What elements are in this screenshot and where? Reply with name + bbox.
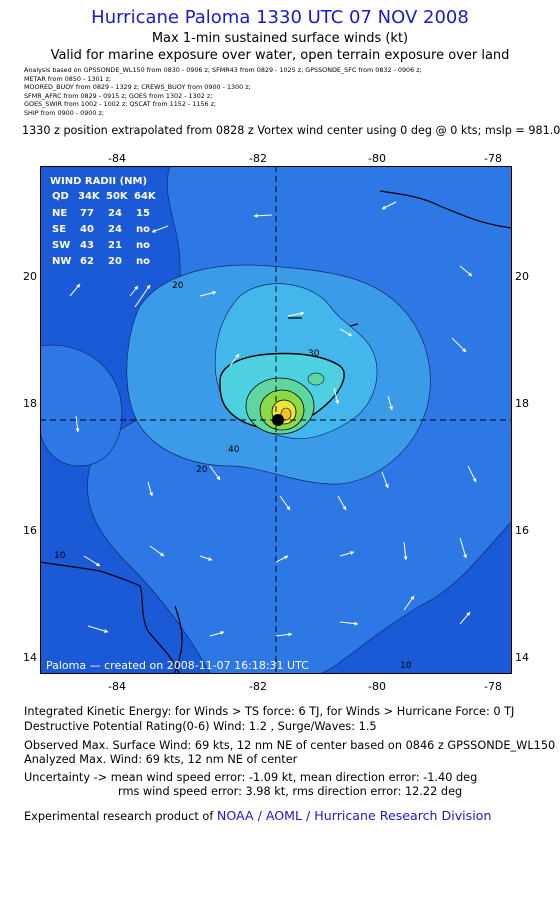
contour-label: 10 xyxy=(400,661,412,671)
wind-radii-qd: NW xyxy=(52,256,71,267)
wind-radii-64k: no xyxy=(136,240,150,251)
wind-radii-50k: 24 xyxy=(108,224,122,235)
wind-radii-64k: 15 xyxy=(136,208,150,219)
wind-radii-34k: 62 xyxy=(80,256,94,267)
analyzed-max-wind: Analyzed Max. Wind: 69 kts, 12 nm NE of … xyxy=(24,753,298,766)
product-credit-prefix: Experimental research product of xyxy=(24,810,217,823)
contour-cell-50 xyxy=(307,372,325,386)
uncertainty-line-2: rms wind speed error: 3.98 kt, rms direc… xyxy=(118,785,463,798)
analysis-line: SHIP from 0900 - 0900 z; xyxy=(24,108,104,117)
wind-radii-50k: 20 xyxy=(108,256,122,267)
page-title: Hurricane Paloma 1330 UTC 07 NOV 2008 xyxy=(91,7,469,28)
analysis-line: GOES_SWIR from 1002 - 1002 z; QSCAT from… xyxy=(24,100,217,108)
wind-radii-col: QD xyxy=(52,191,69,202)
hrd-link[interactable]: NOAA / AOML / Hurricane Research Divisio… xyxy=(216,808,492,823)
lat-label-right: 20 xyxy=(515,270,529,283)
wind-radii-qd: SE xyxy=(52,224,66,235)
wind-radii-34k: 77 xyxy=(80,208,94,219)
map-credit: Paloma — created on 2008-11-07 16:18:31 … xyxy=(46,659,309,672)
lat-label-left: 20 xyxy=(23,270,37,283)
wind-radii-qd: NE xyxy=(52,208,67,219)
land-mosquito-coast xyxy=(173,605,183,674)
storm-center-marker xyxy=(272,414,284,426)
validity-note: Valid for marine exposure over water, op… xyxy=(50,48,510,63)
ike-line: Integrated Kinetic Energy: for Winds > T… xyxy=(24,705,515,718)
wind-radii-34k: 43 xyxy=(80,240,94,251)
lon-label-top: -82 xyxy=(249,152,267,165)
lat-label-left: 16 xyxy=(23,524,37,537)
product-credit: Experimental research product of NOAA / … xyxy=(24,808,491,823)
wind-radii-col: 50K xyxy=(106,191,129,202)
contour-label: 40 xyxy=(228,445,240,455)
wind-radii-64k: no xyxy=(136,224,150,235)
lat-label-left: 18 xyxy=(23,397,37,410)
land-cayman xyxy=(288,317,359,327)
lon-label-bottom: -82 xyxy=(249,680,267,693)
map-subtitle: Max 1-min sustained surface winds (kt) xyxy=(151,31,409,46)
map-frame xyxy=(40,166,512,674)
land-central-america xyxy=(40,561,181,674)
lat-label-right: 16 xyxy=(515,524,529,537)
observed-max-wind: Observed Max. Surface Wind: 69 kts, 12 n… xyxy=(24,739,556,752)
lon-label-bottom: -80 xyxy=(368,680,386,693)
lon-label-bottom: -78 xyxy=(484,680,502,693)
lat-label-right: 14 xyxy=(515,651,529,664)
position-extrapolation-note: 1330 z position extrapolated from 0828 z… xyxy=(22,124,560,137)
wind-radii-50k: 21 xyxy=(108,240,122,251)
wind-field-map: 20 30 20 40 10 10 xyxy=(40,166,512,674)
lon-label-top: -84 xyxy=(108,152,126,165)
dpr-line: Destructive Potential Rating(0-6) Wind: … xyxy=(24,720,377,733)
analysis-line: MOORED_BUOY from 0829 - 1329 z; CREWS_BU… xyxy=(24,83,251,91)
analysis-line: Analysis based on GPSSONDE_WL150 from 08… xyxy=(24,66,422,74)
lon-label-bottom: -84 xyxy=(108,680,126,693)
lon-label-top: -80 xyxy=(368,152,386,165)
contour-label: 30 xyxy=(308,349,320,359)
wind-radii-50k: 24 xyxy=(108,208,122,219)
contour-label: 20 xyxy=(196,465,208,475)
contour-band-10-west xyxy=(40,344,123,467)
wind-radii-header: WIND RADII (NM) xyxy=(50,176,147,187)
land-cuba xyxy=(379,190,512,229)
analysis-line: METAR from 0850 - 1301 z; xyxy=(24,74,112,83)
uncertainty-line-1: Uncertainty -> mean wind speed error: -1… xyxy=(24,771,478,784)
analysis-sources: Analysis based on GPSSONDE_WL150 from 08… xyxy=(24,66,554,117)
wind-radii-col: 64K xyxy=(134,191,157,202)
contour-label: 10 xyxy=(54,551,66,561)
wind-radii-col: 34K xyxy=(78,191,101,202)
wind-radii-qd: SW xyxy=(52,240,70,251)
lat-label-left: 14 xyxy=(23,651,37,664)
wind-radii-table: WIND RADII (NM) QD 34K 50K 64K NE 77 24 … xyxy=(50,176,157,267)
lat-label-right: 18 xyxy=(515,397,529,410)
wind-radii-64k: no xyxy=(136,256,150,267)
analysis-line: SFMR_AFRC from 0829 - 0915 z; GOES from … xyxy=(24,91,213,100)
wind-radii-34k: 40 xyxy=(80,224,94,235)
lon-label-top: -78 xyxy=(484,152,502,165)
wind-vectors xyxy=(69,201,477,637)
contour-label: 20 xyxy=(172,281,184,291)
